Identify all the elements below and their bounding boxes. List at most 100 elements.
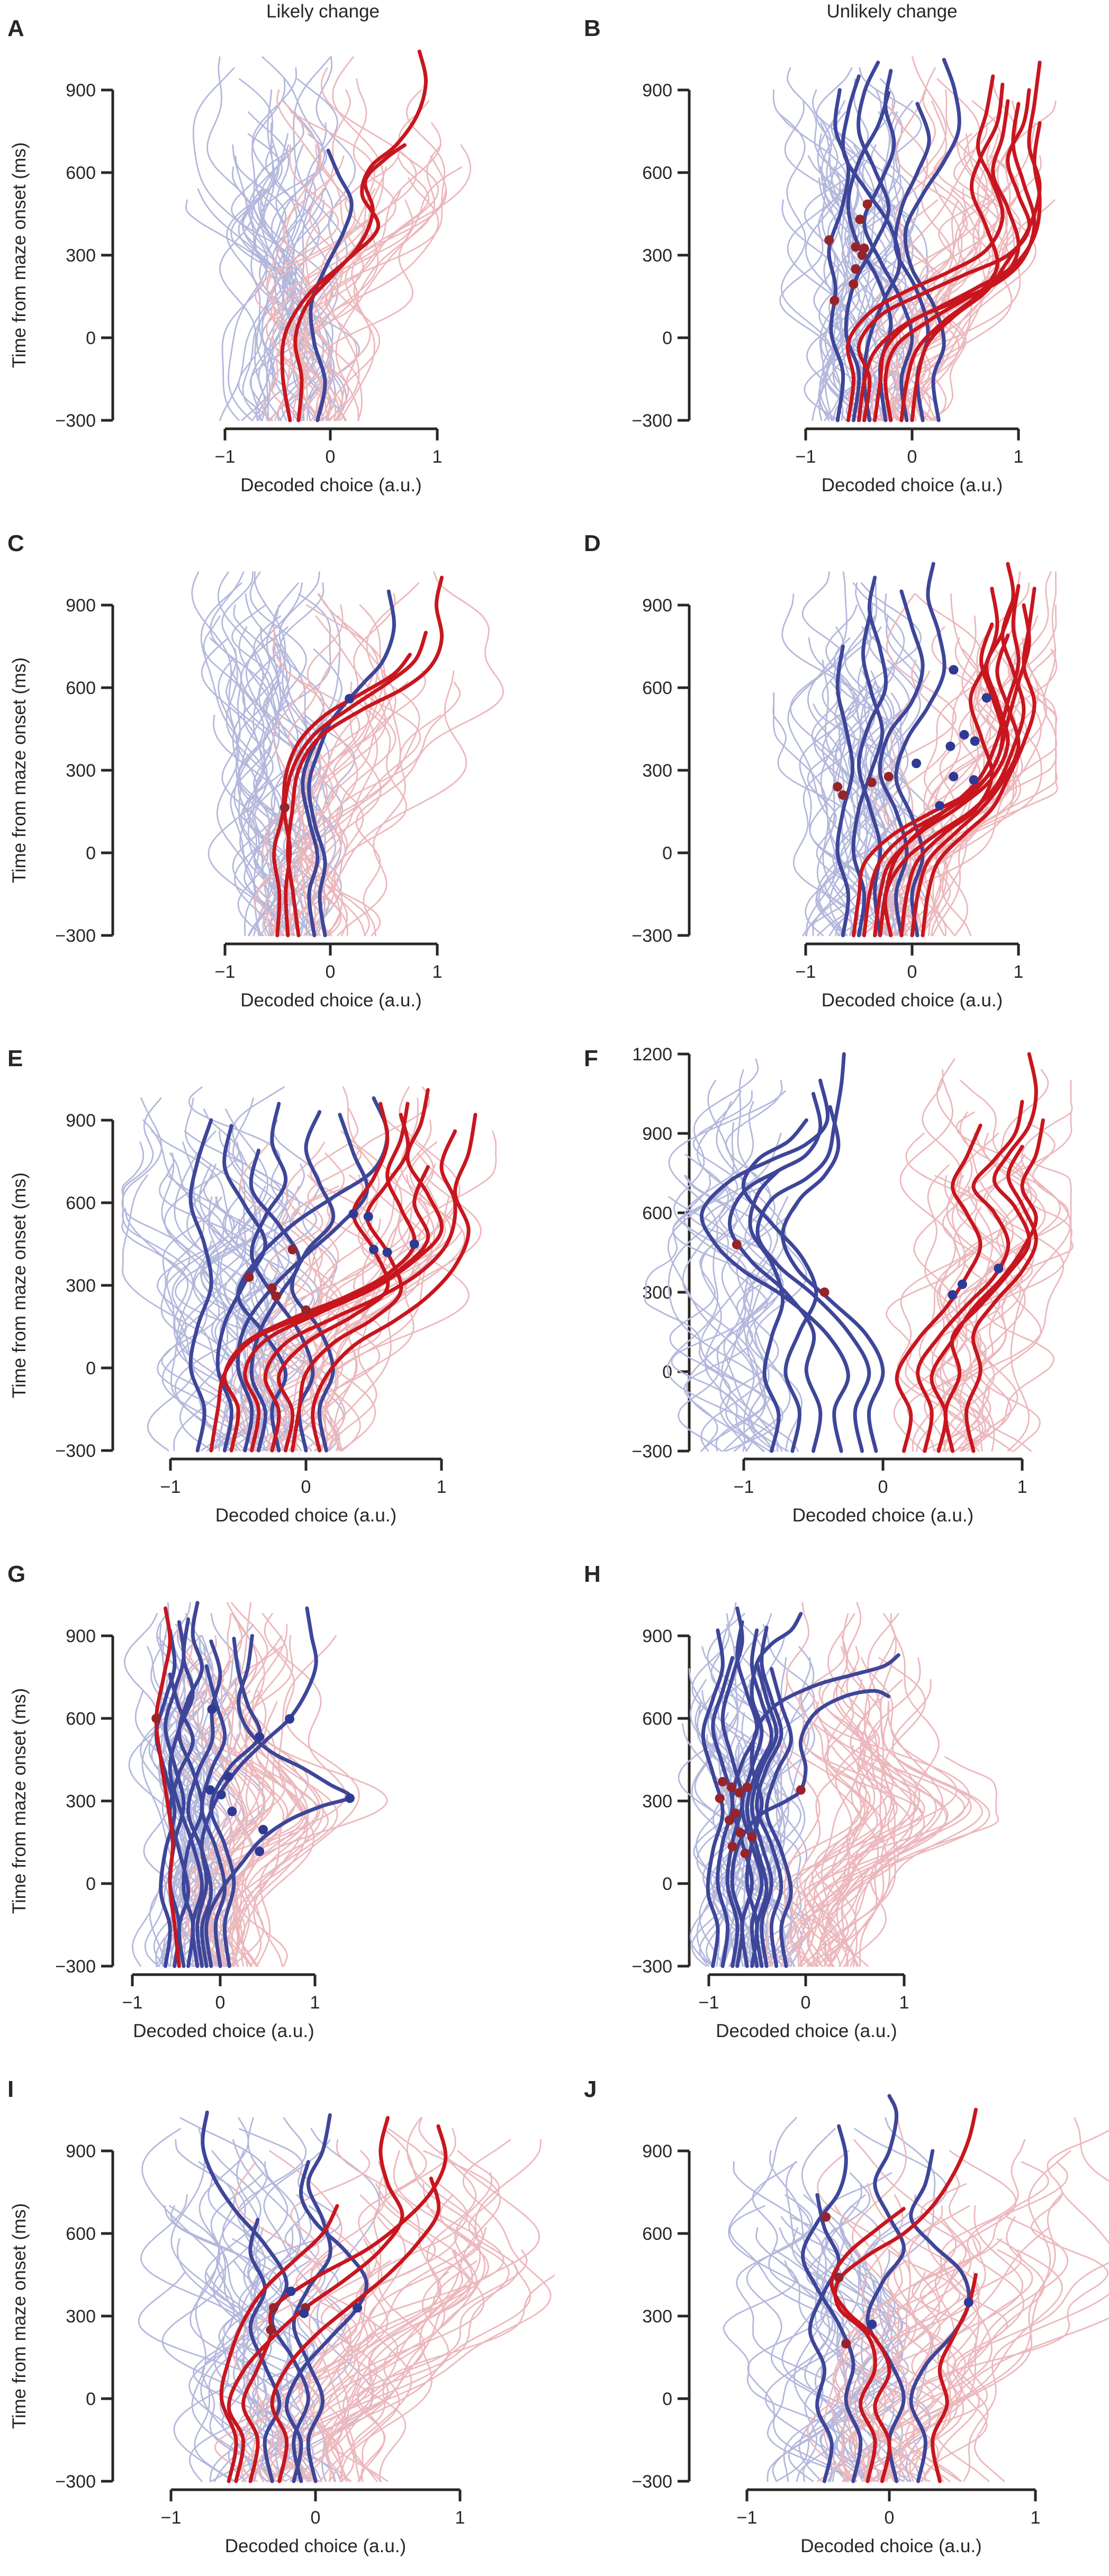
panel-e: 900 600 300 0 −300 −1 0 1 Decoded choice (a.u.) T…: [7, 1046, 497, 1526]
light-trace-red: [224, 1701, 269, 1967]
panel-g: 900 600 300 0 −300 −1 0 1 Decoded choice (a.u.) T…: [7, 1561, 388, 2041]
light-trace-red: [356, 2249, 528, 2482]
y-tick-label: 300: [66, 2307, 96, 2327]
change-dots: [715, 1777, 806, 1858]
light-trace-red: [278, 2271, 389, 2482]
light-trace-red: [915, 615, 1042, 936]
axes-a: 900 600 300 0 −300 −1 0 1 Decoded choice (a.u.) T…: [9, 80, 442, 496]
light-trace-blue: [203, 615, 287, 936]
thick-blue-trajectories: [188, 1096, 390, 1453]
thick-trace-blue: [844, 60, 891, 422]
change-dot-blue: [994, 1264, 1004, 1273]
light-trace-blue: [666, 1090, 786, 1452]
panel-letter-g: G: [7, 1561, 25, 1587]
thick-red-trajectories: [895, 1052, 1045, 1453]
y-tick-label: 600: [66, 1193, 96, 1213]
light-trace-blue: [228, 1141, 319, 1452]
y-tick-label: −300: [55, 2472, 96, 2492]
thick-trace-red: [916, 1100, 1024, 1453]
y-tick-label: 0: [86, 2389, 96, 2409]
light-trace-blue: [121, 1097, 232, 1452]
y-tick-label: 900: [642, 1124, 672, 1144]
thick-trace-red: [930, 1118, 1045, 1453]
light-trace-red: [934, 1206, 1033, 1452]
light-trace-red: [232, 2161, 322, 2482]
light-trace-blue: [668, 1196, 768, 1452]
thick-trace-blue: [309, 148, 354, 422]
light-trace-blue: [179, 1174, 247, 1452]
change-dot-maroon: [726, 1782, 736, 1792]
change-dot-maroon: [727, 1841, 737, 1851]
x-tick-label: 1: [455, 2508, 465, 2528]
change-dot-blue: [948, 1290, 958, 1300]
light-trace-blue: [777, 111, 858, 421]
light-trace-red: [831, 2271, 980, 2482]
x-axis-title: Decoded choice (a.u.): [716, 2021, 897, 2041]
panel-letter-d: D: [584, 530, 601, 556]
light-trace-red: [296, 2128, 456, 2482]
thick-trace-red: [280, 49, 428, 422]
thick-trace-blue: [720, 1606, 744, 1968]
light-trace-blue: [772, 89, 833, 421]
x-tick-label: −1: [796, 962, 816, 982]
light-trace-red: [301, 692, 421, 936]
light-trace-red: [345, 2183, 473, 2482]
column-header-unlikely-change: Unlikely change: [826, 1, 958, 22]
light-trace-blue: [832, 2205, 904, 2482]
light-trace-blue: [814, 626, 895, 936]
axes-c: 900 600 300 0 −300 −1 0 1 Decoded choice (a.u.) T…: [9, 596, 442, 1011]
light-trace-blue: [210, 571, 296, 936]
light-blue-trajectories: [191, 571, 356, 936]
thick-trace-red: [276, 1102, 390, 1453]
light-trace-red: [323, 670, 426, 936]
change-dot-blue: [945, 741, 955, 751]
x-axis-title: Decoded choice (a.u.): [225, 2536, 406, 2556]
light-trace-blue: [769, 2150, 874, 2482]
thick-trace-blue: [750, 1661, 779, 1968]
column-header-likely-change: Likely change: [266, 1, 380, 22]
light-trace-red: [294, 714, 358, 936]
y-tick-label: −300: [55, 411, 96, 431]
thick-trace-blue: [188, 1118, 213, 1453]
change-dot-maroon: [830, 295, 840, 305]
panel-letter-i: I: [7, 2076, 14, 2102]
light-trace-red: [305, 714, 382, 936]
x-tick-label: −1: [161, 2508, 182, 2528]
light-trace-red: [943, 1154, 973, 1452]
light-trace-blue: [217, 571, 291, 936]
light-trace-red: [842, 2260, 917, 2482]
light-trace-red: [262, 100, 430, 421]
y-tick-label: 0: [86, 328, 96, 348]
thick-red-trajectories: [852, 562, 1036, 938]
light-trace-blue: [173, 2238, 272, 2482]
light-trace-red: [941, 1111, 1072, 1452]
light-trace-red: [324, 2260, 531, 2482]
thick-blue-trajectories: [827, 58, 961, 422]
axes-j: 900 600 300 0 −300 −1 0 1 Decoded choice (a.u.): [632, 2141, 1040, 2556]
y-axis-title: Time from maze onset (ms): [9, 657, 30, 884]
light-trace-blue: [689, 1679, 737, 1967]
thick-trace-blue: [741, 1118, 818, 1453]
panel-i: 900 600 300 0 −300 −1 0 1 Decoded choice (a.u.) T…: [7, 2076, 555, 2556]
thick-trace-blue: [236, 1096, 390, 1453]
y-tick-label: 1200: [632, 1044, 672, 1065]
change-dot-blue: [255, 1847, 265, 1857]
change-dot-maroon: [862, 199, 872, 209]
light-trace-red: [269, 1174, 377, 1452]
y-tick-label: −300: [632, 1957, 672, 1977]
light-trace-blue: [122, 1097, 241, 1452]
light-trace-red: [320, 2117, 484, 2482]
light-trace-red: [836, 2249, 961, 2482]
change-dot-maroon: [833, 782, 843, 792]
thick-trace-blue: [186, 1639, 222, 1968]
light-trace-blue: [206, 56, 266, 421]
thick-trace-blue: [164, 1620, 186, 1968]
light-trace-red: [308, 2194, 406, 2482]
change-dot-blue: [363, 1212, 373, 1221]
light-trace-blue: [164, 1141, 240, 1452]
light-trace-red: [893, 1079, 958, 1452]
light-trace-blue: [817, 100, 865, 421]
y-tick-label: −300: [632, 2472, 672, 2492]
light-trace-red: [267, 681, 409, 936]
